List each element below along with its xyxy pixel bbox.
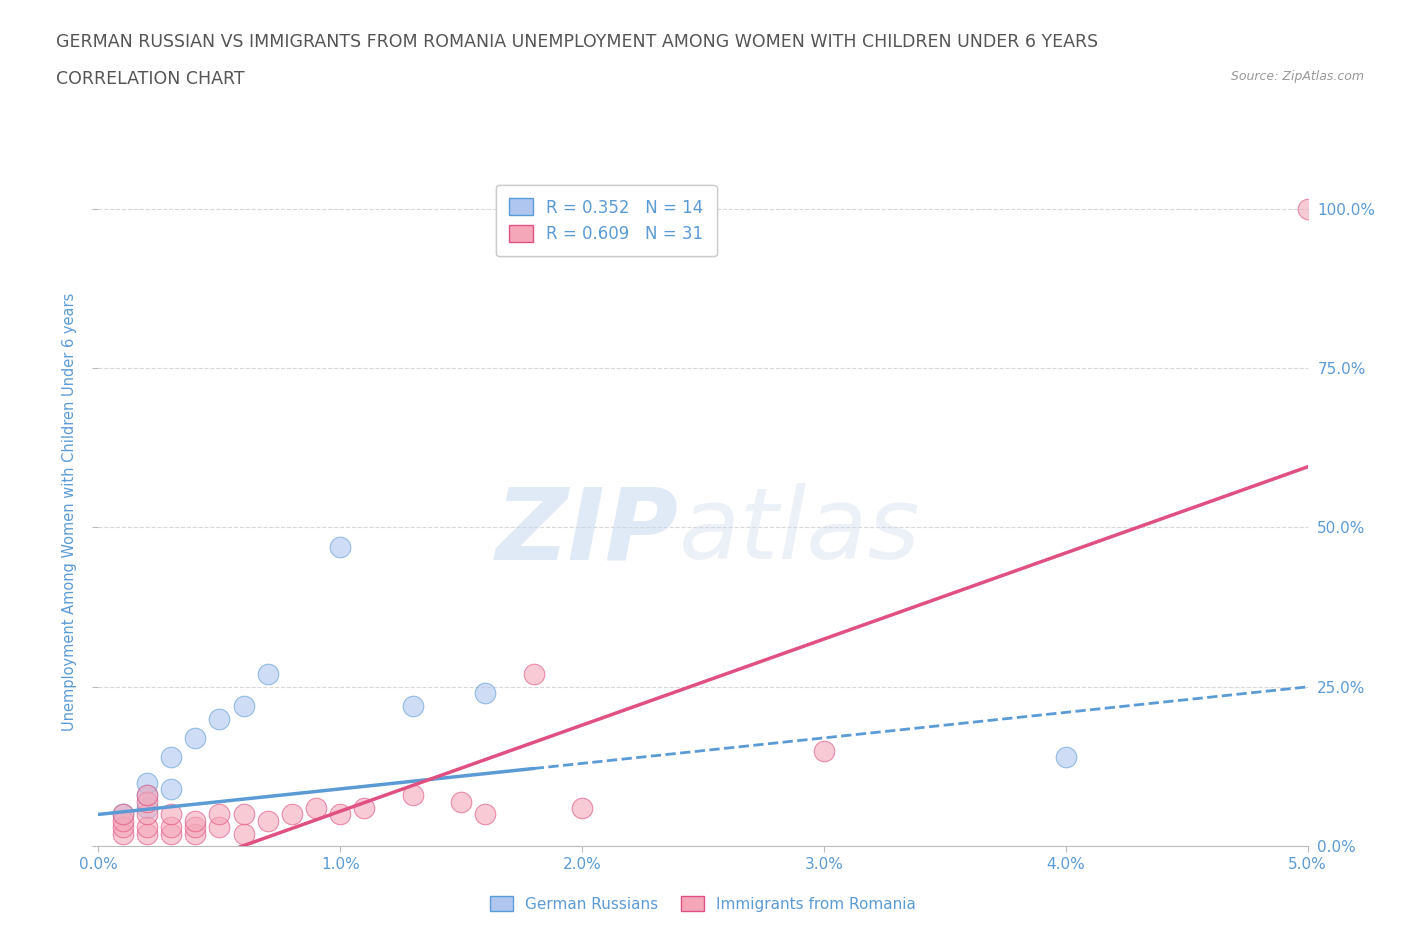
Point [305, 801, 328, 816]
Point [135, 775, 157, 790]
Point [135, 819, 157, 834]
Point [329, 539, 352, 554]
Point [523, 667, 546, 682]
Point [281, 807, 304, 822]
Point [232, 826, 254, 841]
Text: atlas: atlas [679, 483, 921, 580]
Point [160, 819, 183, 834]
Point [135, 807, 157, 822]
Point [232, 807, 254, 822]
Point [208, 819, 231, 834]
Y-axis label: Unemployment Among Women with Children Under 6 years: Unemployment Among Women with Children U… [62, 292, 77, 731]
Point [256, 667, 278, 682]
Point [160, 807, 183, 822]
Legend: German Russians, Immigrants from Romania: German Russians, Immigrants from Romania [484, 889, 922, 918]
Point [353, 801, 375, 816]
Text: CORRELATION CHART: CORRELATION CHART [56, 70, 245, 87]
Point [474, 807, 496, 822]
Point [208, 807, 231, 822]
Point [256, 814, 278, 829]
Point [474, 685, 496, 700]
Point [135, 788, 157, 803]
Point [135, 788, 157, 803]
Point [111, 807, 134, 822]
Text: Source: ZipAtlas.com: Source: ZipAtlas.com [1230, 70, 1364, 83]
Point [135, 794, 157, 809]
Point [1296, 201, 1319, 216]
Point [571, 801, 593, 816]
Point [160, 750, 183, 764]
Point [135, 826, 157, 841]
Point [402, 788, 425, 803]
Point [111, 826, 134, 841]
Point [184, 730, 207, 745]
Point [111, 819, 134, 834]
Point [184, 826, 207, 841]
Point [232, 698, 254, 713]
Point [813, 743, 835, 758]
Point [160, 826, 183, 841]
Text: ZIP: ZIP [496, 483, 679, 580]
Point [402, 698, 425, 713]
Point [111, 807, 134, 822]
Point [450, 794, 472, 809]
Point [135, 801, 157, 816]
Point [184, 814, 207, 829]
Point [111, 814, 134, 829]
Text: GERMAN RUSSIAN VS IMMIGRANTS FROM ROMANIA UNEMPLOYMENT AMONG WOMEN WITH CHILDREN: GERMAN RUSSIAN VS IMMIGRANTS FROM ROMANI… [56, 33, 1098, 50]
Point [1054, 750, 1077, 764]
Point [184, 819, 207, 834]
Point [160, 781, 183, 796]
Point [329, 807, 352, 822]
Point [208, 711, 231, 726]
Legend: R = 0.352   N = 14, R = 0.609   N = 31: R = 0.352 N = 14, R = 0.609 N = 31 [496, 185, 717, 257]
